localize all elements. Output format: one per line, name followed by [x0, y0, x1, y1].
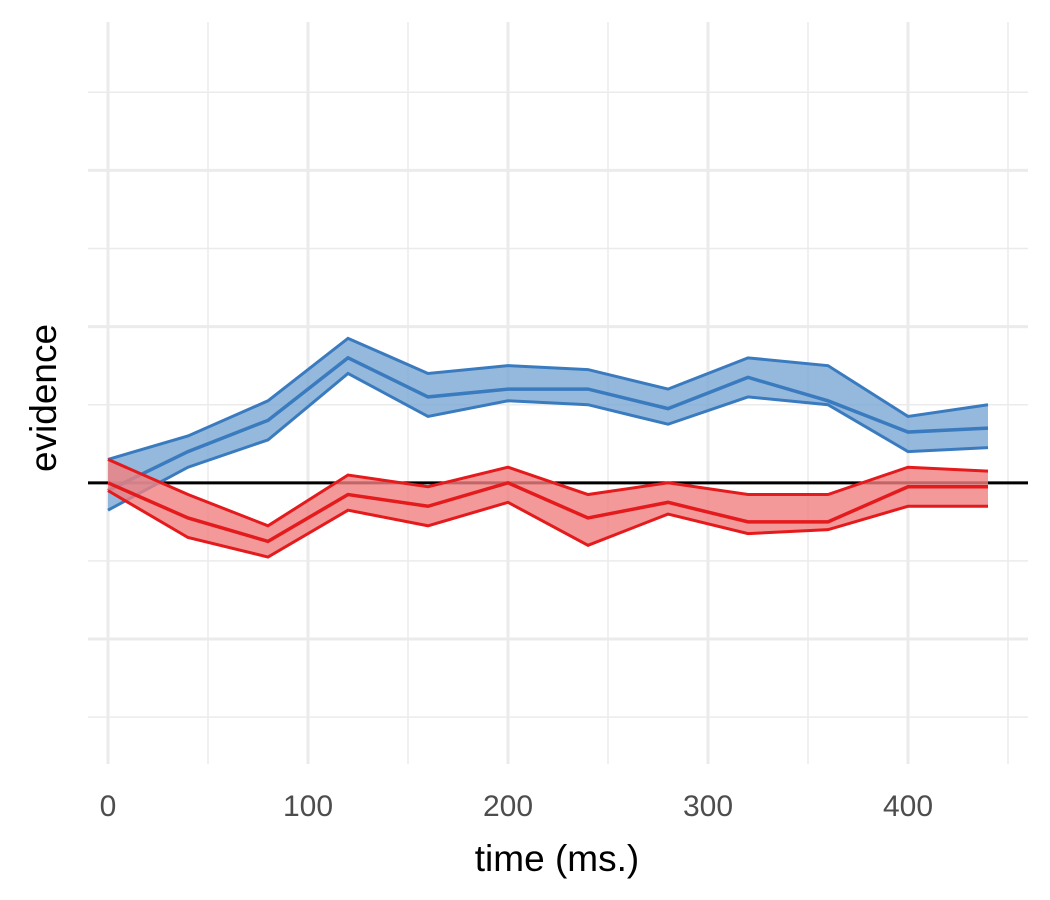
- x-axis-tick-labels: 0 100 200 300 400: [100, 790, 933, 823]
- series-1-upper-line: [107, 458, 989, 528]
- series-0-mean-line: [107, 355, 989, 493]
- series-1-mean-line: [107, 480, 988, 544]
- x-tick-label: 0: [100, 790, 117, 823]
- y-axis-title: evidence: [23, 324, 64, 472]
- x-tick-label: 300: [683, 790, 733, 823]
- series-0-upper-line: [107, 336, 989, 461]
- x-axis-title: time (ms.): [475, 838, 639, 879]
- x-tick-label: 400: [883, 790, 933, 823]
- series-layer: [107, 336, 989, 559]
- x-tick-label: 200: [483, 790, 533, 823]
- series-0-lower-line: [107, 371, 989, 512]
- x-tick-label: 100: [283, 790, 333, 823]
- series-0-ribbon: [108, 338, 988, 511]
- series-1-lower-line: [107, 489, 988, 559]
